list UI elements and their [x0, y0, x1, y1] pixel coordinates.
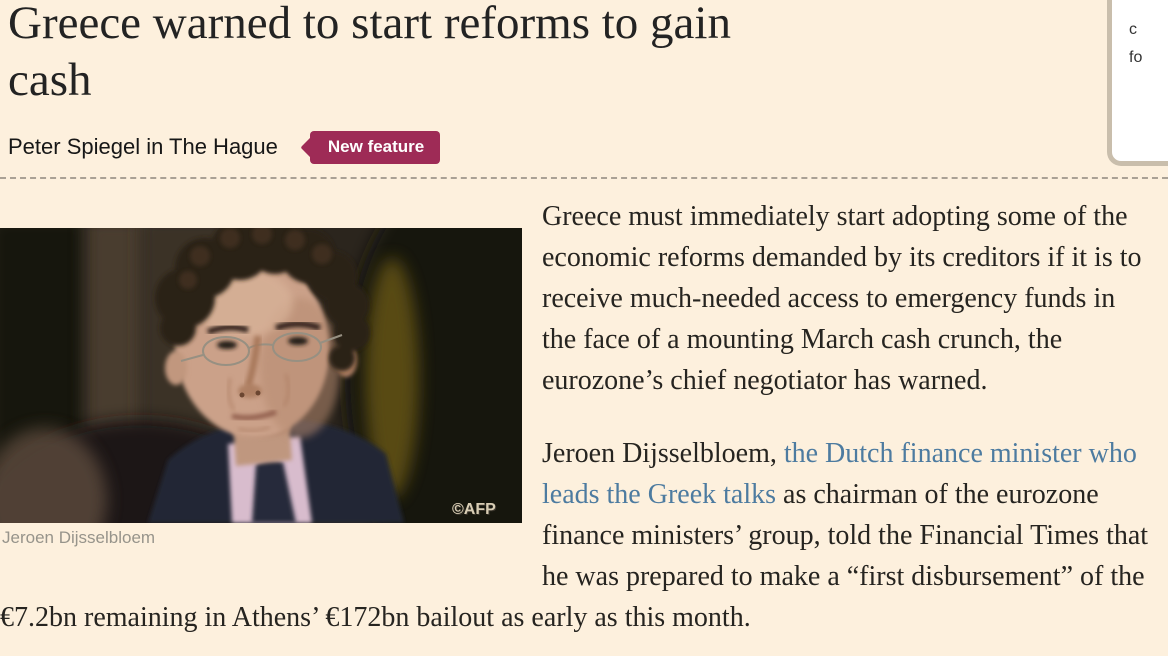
article-photo: ©AFP ©AFP: [0, 228, 522, 523]
page-title: Greece warned to start reforms to gain c…: [8, 0, 1154, 109]
cutoff-side-panel: c fo: [1107, 0, 1168, 166]
paragraph-2-rest: as chairman of the eurozone finance mini…: [0, 479, 1149, 633]
article-body: ©AFP ©AFP Jeroen Dijsselbloem Greece mus…: [0, 196, 1168, 638]
paragraph-1: Greece must immediately start adopting s…: [542, 201, 1142, 396]
article-header: Greece warned to start reforms to gain c…: [0, 0, 1168, 164]
headline-line-1: Greece warned to start reforms to gain: [8, 0, 731, 49]
byline-row: Peter Spiegel in The Hague New feature: [8, 130, 1154, 164]
dashed-divider: [0, 177, 1168, 179]
new-feature-badge[interactable]: New feature: [300, 130, 441, 164]
body-text: Greece must immediately start adopting s…: [0, 196, 1154, 638]
paragraph-2: Jeroen Dijsselbloem, the Dutch finance m…: [0, 433, 1154, 638]
dutch-finance-minister-link[interactable]: the Dutch finance minister who leads the…: [542, 438, 1137, 510]
headline-line-2: cash: [8, 54, 92, 106]
afp-watermark: ©AFP: [452, 501, 496, 518]
article-figure: ©AFP ©AFP Jeroen Dijsselbloem: [0, 228, 522, 548]
paragraph-2-lead: Jeroen Dijsselbloem,: [542, 438, 784, 469]
photo-caption: Jeroen Dijsselbloem: [2, 528, 156, 547]
panel-text-fragment-2: fo: [1129, 49, 1143, 66]
byline: Peter Spiegel in The Hague: [8, 134, 278, 159]
badge-label: New feature: [309, 130, 441, 164]
afp-watermark-shadow: ©AFP: [453, 502, 497, 519]
panel-text-fragment-1: c: [1129, 21, 1137, 38]
